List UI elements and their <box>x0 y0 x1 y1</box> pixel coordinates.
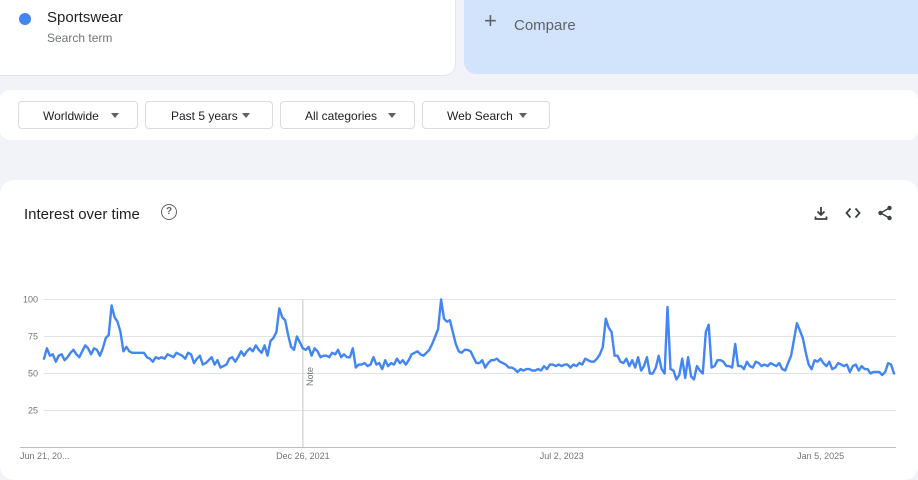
interest-over-time-panel: Interest over time ? <box>0 180 918 480</box>
property-dropdown[interactable]: Web Search <box>422 101 550 129</box>
filter-bar: Worldwide Past 5 years All categories We… <box>0 90 918 140</box>
search-term-name: Sportswear <box>47 9 123 26</box>
x-tick-label: Jan 5, 2025 <box>797 451 844 461</box>
region-dropdown[interactable]: Worldwide <box>18 101 138 129</box>
note-label: Note <box>305 367 315 386</box>
y-tick-label: 75 <box>28 332 38 342</box>
chevron-down-icon <box>111 113 119 118</box>
category-label: All categories <box>305 109 378 123</box>
y-tick-label: 25 <box>28 406 38 416</box>
y-tick-label: 100 <box>23 295 38 305</box>
series-color-dot <box>19 13 31 25</box>
search-term-card[interactable]: Sportswear Search term <box>0 0 456 76</box>
search-term-subtitle: Search term <box>47 31 113 45</box>
help-icon[interactable]: ? <box>161 204 177 220</box>
interest-series-line[interactable] <box>42 298 896 381</box>
embed-code-icon[interactable] <box>844 204 862 222</box>
plus-icon: + <box>484 8 497 33</box>
x-tick-label: Jun 21, 20... <box>20 451 70 461</box>
share-icon[interactable] <box>876 204 894 222</box>
y-tick-label: 50 <box>28 369 38 379</box>
time-range-label: Past 5 years <box>171 109 238 123</box>
x-tick-label: Dec 26, 2021 <box>276 451 330 461</box>
compare-button[interactable]: + Compare <box>464 0 918 74</box>
x-tick-label: Jul 2, 2023 <box>540 451 584 461</box>
panel-title: Interest over time <box>24 206 140 223</box>
compare-label: Compare <box>514 17 576 34</box>
chevron-down-icon <box>388 113 396 118</box>
category-dropdown[interactable]: All categories <box>280 101 415 129</box>
download-icon[interactable] <box>812 204 830 222</box>
region-label: Worldwide <box>43 109 99 123</box>
chevron-down-icon <box>242 113 250 118</box>
time-range-dropdown[interactable]: Past 5 years <box>145 101 273 129</box>
property-label: Web Search <box>447 109 513 123</box>
chevron-down-icon <box>519 113 527 118</box>
